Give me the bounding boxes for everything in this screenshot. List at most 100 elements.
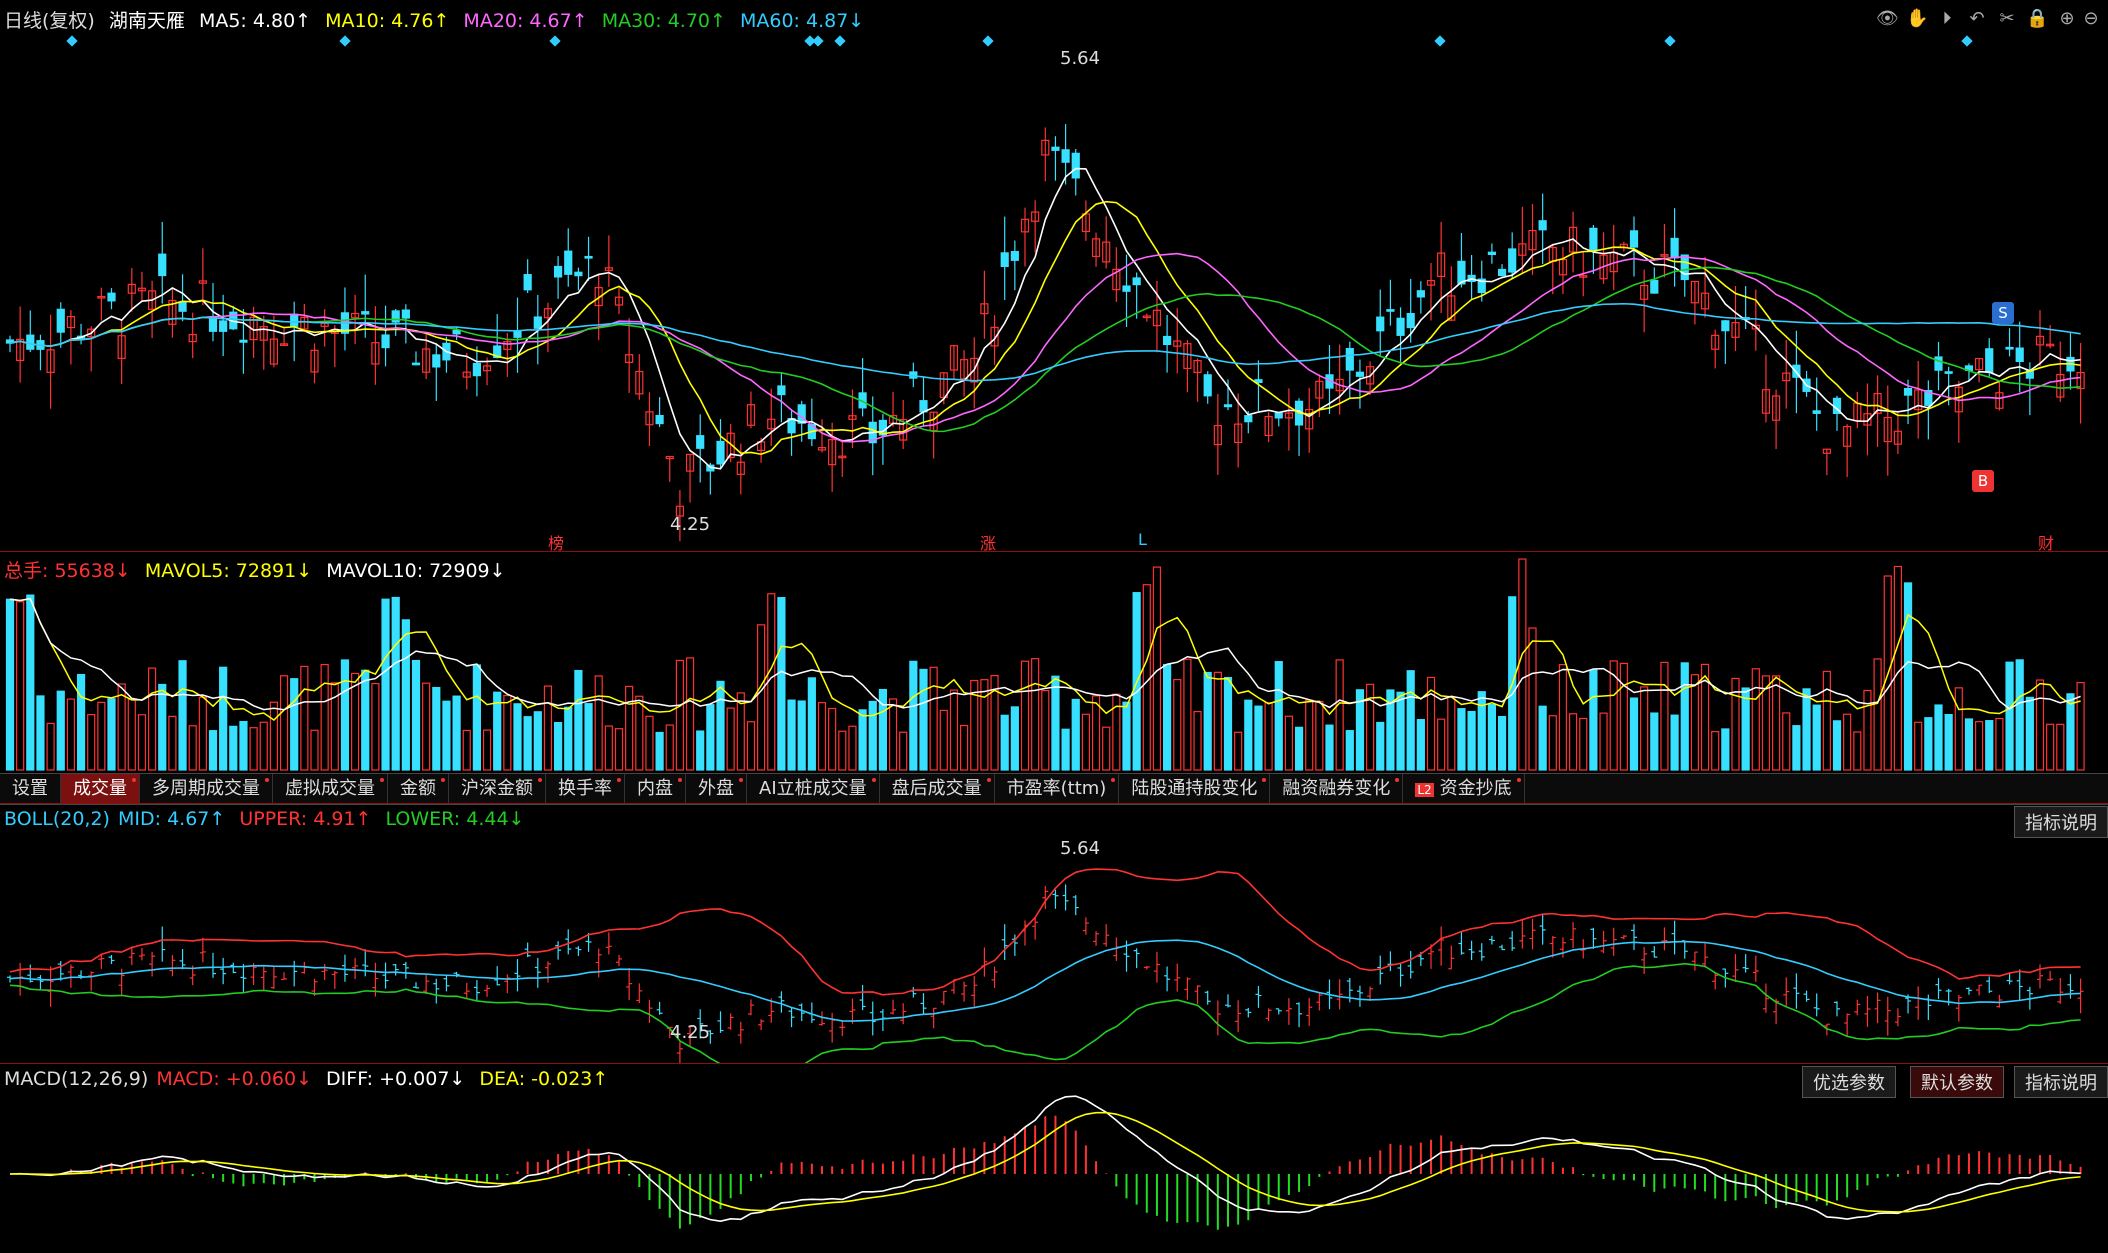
tab-3[interactable]: 虚拟成交量 xyxy=(273,774,388,804)
candle-body xyxy=(2035,335,2045,346)
macd-panel[interactable]: MACD(12,26,9) MACD: +0.060↓ DIFF: +0.007… xyxy=(0,1063,2108,1252)
candle-body xyxy=(97,295,106,299)
zoom-out-icon[interactable]: ⊖ xyxy=(2083,8,2099,29)
volume-bar xyxy=(817,702,827,771)
volume-bar xyxy=(655,731,664,771)
volume-panel[interactable]: 总手: 55638↓ MAVOL5: 72891↓ MAVOL10: 72909… xyxy=(0,552,2108,773)
tab-4[interactable]: 金额 xyxy=(388,774,449,804)
tab-8[interactable]: 外盘 xyxy=(686,774,747,804)
volume-bar xyxy=(1954,687,1963,771)
macd-chart[interactable] xyxy=(0,1064,2108,1253)
candle-body xyxy=(1203,374,1212,397)
volume-chart[interactable] xyxy=(0,552,2108,773)
undo-icon[interactable]: ↶ xyxy=(1969,8,1985,29)
tab-2[interactable]: 多周期成交量 xyxy=(140,774,273,804)
candle-body xyxy=(746,404,756,426)
volume-bar xyxy=(1528,627,1537,771)
volume-bar xyxy=(97,701,106,771)
boll-explain-button[interactable]: 指标说明 xyxy=(2014,806,2108,838)
volume-bar xyxy=(919,668,928,771)
candle-body xyxy=(269,338,278,365)
candle-body xyxy=(1579,275,1588,278)
candle-body xyxy=(1589,227,1598,251)
boll-chart[interactable] xyxy=(0,804,2108,1064)
candle-body xyxy=(422,348,431,373)
dea-line xyxy=(9,1111,2081,1213)
event-diamond-icon xyxy=(804,35,816,47)
candle-body xyxy=(391,310,400,323)
marker-cai[interactable]: 财 xyxy=(2038,534,2055,553)
candle-body xyxy=(797,404,806,424)
ma5-label: MA5: 4.80↑ xyxy=(198,10,312,32)
candle-body xyxy=(1142,315,1151,319)
tab-label: 陆股通持股变化 xyxy=(1131,778,1258,799)
volume-bar xyxy=(533,711,542,771)
candle-body xyxy=(1437,252,1446,278)
candle-body xyxy=(1629,230,1639,248)
candle-body xyxy=(107,292,116,302)
volume-bar xyxy=(56,690,65,771)
volume-bar xyxy=(452,695,461,771)
volume-bar xyxy=(493,691,502,771)
volume-bar xyxy=(1051,675,1060,771)
tab-9[interactable]: AI立桩成交量 xyxy=(747,774,880,804)
tab-12[interactable]: 陆股通持股变化 xyxy=(1119,774,1271,804)
ma20-label: MA20: 4.67↑ xyxy=(463,10,588,32)
optimal-params-button[interactable]: 优选参数 xyxy=(1802,1066,1896,1098)
period-label[interactable]: 日线(复权) xyxy=(4,10,95,32)
volume-bar xyxy=(2015,659,2024,771)
candle-body xyxy=(1487,251,1497,256)
volume-bar xyxy=(1782,712,1791,771)
volume-bar xyxy=(1284,715,1294,771)
tab-1[interactable]: 成交量 xyxy=(61,774,140,804)
tab-14[interactable]: L2 资金抄底 xyxy=(1403,774,1525,804)
tab-label: 外盘 xyxy=(698,778,734,799)
candle-body xyxy=(127,283,136,294)
tab-0[interactable]: 设置 xyxy=(0,774,61,804)
hand-icon[interactable]: ✋ xyxy=(1906,8,1929,29)
volume-bar xyxy=(1711,731,1720,771)
volume-bar xyxy=(645,715,654,771)
volume-bar xyxy=(1396,691,1405,771)
tab-11[interactable]: 市盈率(ttm) xyxy=(995,774,1120,804)
tab-13[interactable]: 融资融券变化 xyxy=(1270,774,1404,804)
buy-signal[interactable]: B xyxy=(1972,470,1994,492)
candlestick-chart[interactable] xyxy=(0,0,2108,552)
tab-5[interactable]: 沪深金额 xyxy=(449,774,546,804)
volume-bar xyxy=(158,683,167,771)
volume-bar xyxy=(1447,696,1456,771)
volume-bar xyxy=(1274,661,1283,771)
volume-bar xyxy=(1122,701,1131,771)
volume-bar xyxy=(614,728,624,771)
volume-bar xyxy=(351,672,360,771)
candle-body xyxy=(1315,380,1324,399)
candle-body xyxy=(970,357,979,383)
sell-signal[interactable]: S xyxy=(1992,302,2014,324)
candle-body xyxy=(493,345,502,359)
marker-l[interactable]: L xyxy=(1138,530,1147,549)
candle-body xyxy=(1721,320,1730,332)
candle-body xyxy=(1761,389,1771,414)
volume-bar xyxy=(1843,713,1852,771)
volume-bar xyxy=(635,695,644,771)
tab-6[interactable]: 换手率 xyxy=(546,774,625,804)
volume-bar xyxy=(1903,582,1913,771)
tab-7[interactable]: 内盘 xyxy=(625,774,686,804)
volume-bar xyxy=(543,685,553,771)
eye-icon[interactable]: 👁 xyxy=(1876,8,1899,29)
marker-bang[interactable]: 榜 xyxy=(548,534,565,553)
tab-10[interactable]: 盘后成交量 xyxy=(880,774,995,804)
zoom-in-icon[interactable]: ⊕ xyxy=(2059,8,2075,29)
lock-icon[interactable]: 🔒 xyxy=(2026,8,2049,29)
event-diamond-icon xyxy=(339,35,351,47)
volume-bar xyxy=(1974,721,1984,771)
volume-bar xyxy=(1355,689,1365,771)
boll-panel[interactable]: BOLL(20,2) MID: 4.67↑ UPPER: 4.91↑ LOWER… xyxy=(0,803,2108,1064)
play-icon[interactable]: ⏵ xyxy=(1942,8,1952,29)
price-panel[interactable]: 日线(复权) 湖南天雁 MA5: 4.80↑ MA10: 4.76↑ MA20:… xyxy=(0,0,2108,553)
tab-dot xyxy=(871,778,876,782)
marker-zhang[interactable]: 涨 xyxy=(980,534,997,553)
default-params-button[interactable]: 默认参数 xyxy=(1910,1066,2004,1098)
volume-bar xyxy=(1254,705,1263,771)
scissors-icon[interactable]: ✂ xyxy=(1999,8,2015,29)
